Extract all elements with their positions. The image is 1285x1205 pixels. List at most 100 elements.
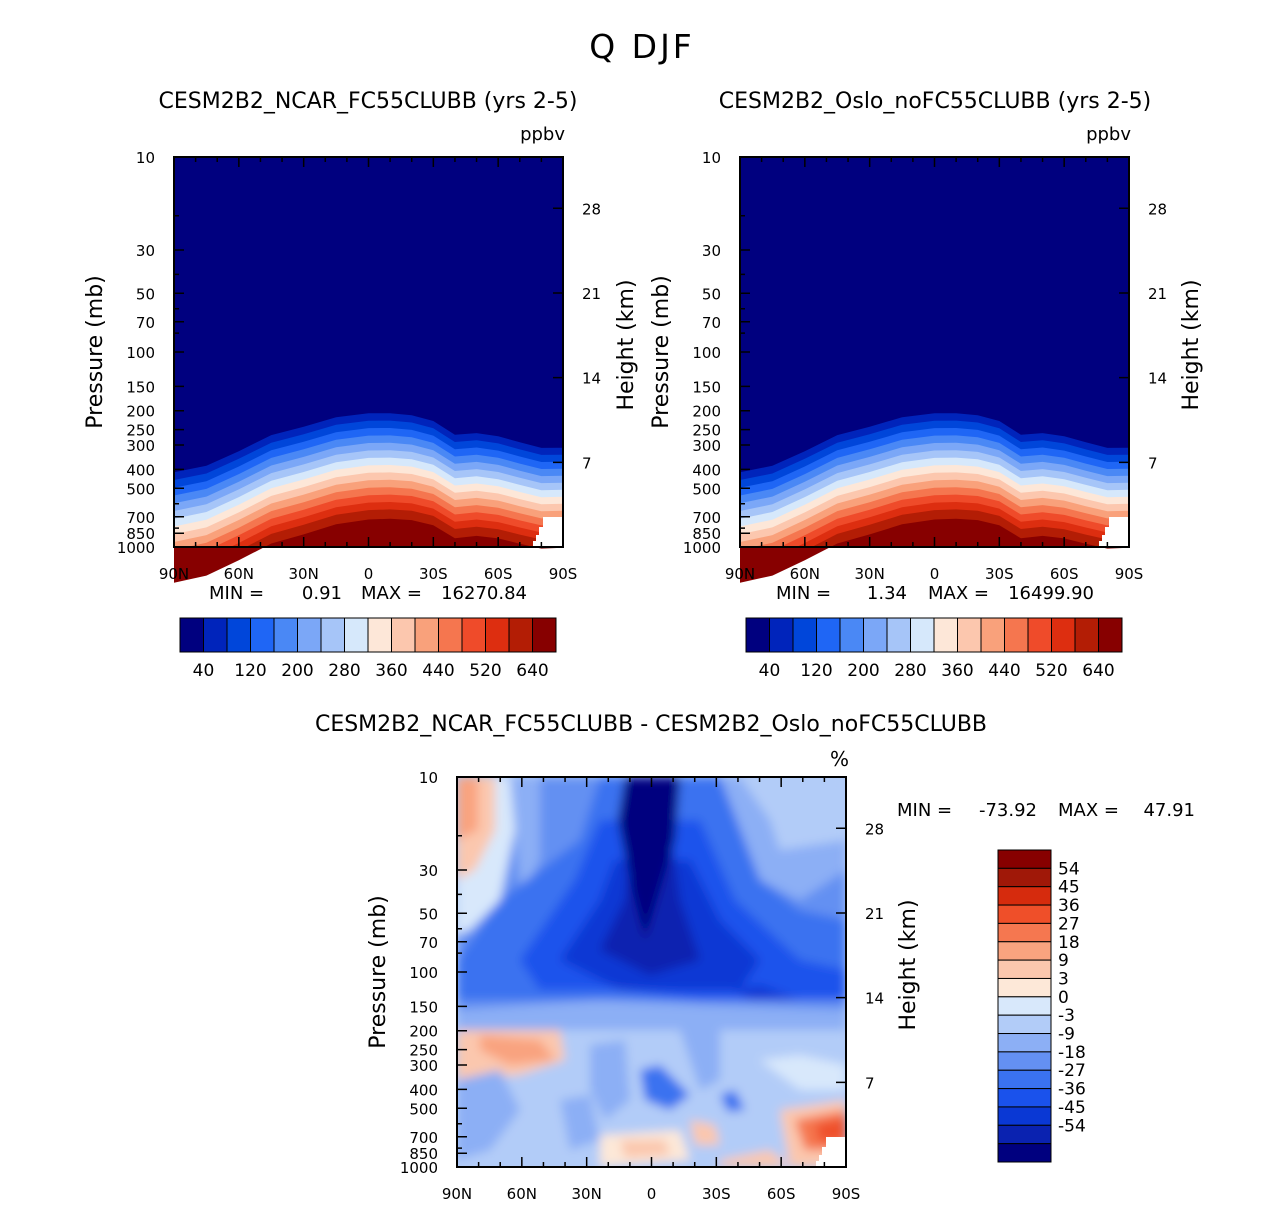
colorbar: 40 120 200 280 360 440 520 640 xyxy=(745,617,1123,681)
colorbar-swatch xyxy=(344,617,369,653)
y-axis-label: Pressure (mb) xyxy=(366,895,391,1049)
y-tick-label: 700 xyxy=(409,1129,438,1147)
y-tick-label: 150 xyxy=(409,998,438,1016)
y-tick-label: 500 xyxy=(692,480,721,498)
y-right-tick-label: 28 xyxy=(582,200,601,218)
colorbar-label: -45 xyxy=(1058,1098,1086,1118)
colorbar-label: 40 xyxy=(759,661,781,681)
x-tick-label: 60S xyxy=(484,565,513,583)
y-tick-label: 30 xyxy=(419,862,438,880)
y-tick-label: 1000 xyxy=(683,539,721,557)
colorbar-swatch xyxy=(508,617,533,653)
x-tick-label: 30S xyxy=(702,1185,731,1203)
y-right-tick-label: 14 xyxy=(1148,370,1167,388)
y-tick-label: 700 xyxy=(692,509,721,527)
colorbar-swatch xyxy=(997,977,1052,998)
colorbar-swatch xyxy=(997,1106,1052,1126)
colorbar-swatch xyxy=(792,617,817,653)
figure-title: Q DJF xyxy=(589,27,695,66)
missing-data-notch xyxy=(816,1137,846,1167)
colorbar-swatch xyxy=(997,1088,1052,1108)
panel-top-right: CESM2B2_Oslo_noFC55CLUBB (yrs 2-5) ppbv … xyxy=(649,89,1204,681)
x-tick-label: 30N xyxy=(289,565,319,583)
tick-path xyxy=(456,776,847,1168)
y-tick-label: 30 xyxy=(702,242,721,260)
x-tick-label: 90S xyxy=(1115,565,1144,583)
colorbar-swatch xyxy=(391,617,416,653)
y-tick-label: 250 xyxy=(126,422,155,440)
y-right-tick-label: 14 xyxy=(865,990,884,1008)
x-tick-label: 30S xyxy=(419,565,448,583)
colorbar-swatch xyxy=(980,617,1005,653)
min-label: MIN = xyxy=(897,800,952,821)
y-tick-label: 400 xyxy=(126,461,155,479)
colorbar-swatch xyxy=(320,617,345,653)
x-tick-label: 90S xyxy=(832,1185,861,1203)
y-tick-label: 1000 xyxy=(400,1159,438,1177)
y-right-tick-labels: 28 21 14 7 xyxy=(1148,200,1167,472)
x-tick-label: 30N xyxy=(572,1185,602,1203)
y-tick-label: 850 xyxy=(692,525,721,543)
y-right-tick-labels: 28 21 14 7 xyxy=(865,820,884,1092)
y-tick-label: 100 xyxy=(692,344,721,362)
y-tick-label: 400 xyxy=(409,1081,438,1099)
x-tick-labels: 90N 60N 30N 0 30S 60S 90S xyxy=(159,565,577,583)
tick-marks xyxy=(739,156,1130,548)
y-axis-label: Pressure (mb) xyxy=(649,275,674,429)
colorbar-label: 520 xyxy=(469,661,501,681)
y-tick-label: 200 xyxy=(409,1023,438,1041)
y-tick-label: 30 xyxy=(136,242,155,260)
colorbar-swatch xyxy=(997,1033,1052,1053)
colorbar-swatch xyxy=(997,922,1052,943)
x-tick-label: 90N xyxy=(159,565,189,583)
y-tick-label: 50 xyxy=(702,285,721,303)
colorbar-label: 440 xyxy=(422,661,454,681)
y-tick-label: 50 xyxy=(136,285,155,303)
colorbar-swatch xyxy=(532,617,557,653)
y-tick-label: 200 xyxy=(126,403,155,421)
x-tick-label: 60N xyxy=(790,565,820,583)
colorbar-label: 200 xyxy=(281,661,313,681)
colorbar-label: -18 xyxy=(1058,1043,1086,1063)
colorbar-swatch xyxy=(769,617,794,653)
y-tick-label: 150 xyxy=(126,378,155,396)
colorbar-swatch xyxy=(933,617,958,653)
missing-data-notch xyxy=(1099,517,1129,547)
y-right-tick-label: 28 xyxy=(1148,200,1167,218)
panel-title: CESM2B2_Oslo_noFC55CLUBB (yrs 2-5) xyxy=(719,89,1151,114)
colorbar-label: 360 xyxy=(375,661,407,681)
y-right-tick-label: 14 xyxy=(582,370,601,388)
y-right-tick-label: 7 xyxy=(865,1074,875,1092)
y-axis-label: Pressure (mb) xyxy=(83,275,108,429)
y-tick-label: 300 xyxy=(409,1057,438,1075)
colorbar-label: -27 xyxy=(1058,1061,1086,1081)
colorbar-label: 440 xyxy=(988,661,1020,681)
panel-difference: CESM2B2_NCAR_FC55CLUBB - CESM2B2_Oslo_no… xyxy=(315,712,1195,1203)
y-tick-label: 850 xyxy=(126,525,155,543)
colorbar-swatch xyxy=(438,617,463,653)
colorbar-label: 120 xyxy=(800,661,832,681)
colorbar-swatch xyxy=(485,617,510,653)
colorbar-swatch xyxy=(997,1143,1052,1163)
colorbar-label: 120 xyxy=(234,661,266,681)
colorbar-label: 36 xyxy=(1058,896,1080,916)
colorbar-label: 280 xyxy=(328,661,360,681)
colorbar-swatch xyxy=(1004,617,1029,653)
y-tick-label: 300 xyxy=(692,437,721,455)
y-tick-label: 850 xyxy=(409,1145,438,1163)
colorbar-swatch xyxy=(910,617,935,653)
tick-path xyxy=(739,156,1130,548)
units-label: % xyxy=(830,747,849,771)
y-right-tick-label: 21 xyxy=(582,285,601,303)
colorbar-swatch xyxy=(997,1014,1052,1035)
tick-marks xyxy=(173,156,564,548)
max-value: 16499.90 xyxy=(1008,583,1094,604)
colorbar-swatch xyxy=(997,1051,1052,1071)
colorbar-swatch xyxy=(273,617,298,653)
colorbar-label: 18 xyxy=(1058,933,1080,953)
colorbar-label: 200 xyxy=(847,661,879,681)
y-tick-label: 100 xyxy=(126,344,155,362)
y-tick-label: 10 xyxy=(702,149,721,167)
